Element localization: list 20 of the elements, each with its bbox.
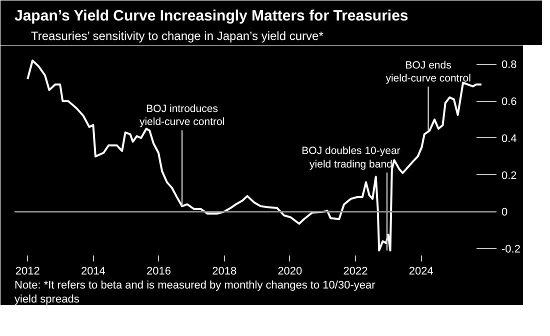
annotation: BOJ introduces yield-curve control: [139, 102, 225, 128]
y-tick-label: -0.2: [502, 244, 520, 256]
x-tick-label: 2020: [278, 266, 302, 278]
annotation: BOJ ends yield-curve control: [386, 59, 471, 85]
y-tick-label: 0.2: [502, 170, 517, 182]
x-tick-label: 2016: [146, 266, 172, 278]
annotation: BOJ doubles 10-year yield trading band: [302, 145, 401, 170]
x-tick-label: 2022: [343, 266, 368, 278]
x-tick-label: 2018: [212, 266, 237, 278]
x-tick-label: 2024: [408, 266, 434, 278]
y-tick-label: 0: [502, 206, 508, 219]
x-tick-label: 2014: [80, 266, 106, 278]
line-series: [26, 60, 482, 252]
x-tick-label: 2012: [15, 266, 40, 278]
text: Note: *It refers to beta and is measured by monthly changes to 10/30-year yield spreads: [14, 280, 376, 306]
chart-title: Japan’s Yield Curve Increasingly Matters for Treasuries: [14, 8, 408, 24]
series-label: Treasuries’ sensitivity to change in Japan’s yield curve*: [31, 29, 324, 43]
y-tick-label: 0.4: [502, 132, 517, 145]
y-tick-label: 0.8: [502, 59, 517, 72]
y-tick-label: 0.6: [502, 96, 517, 108]
